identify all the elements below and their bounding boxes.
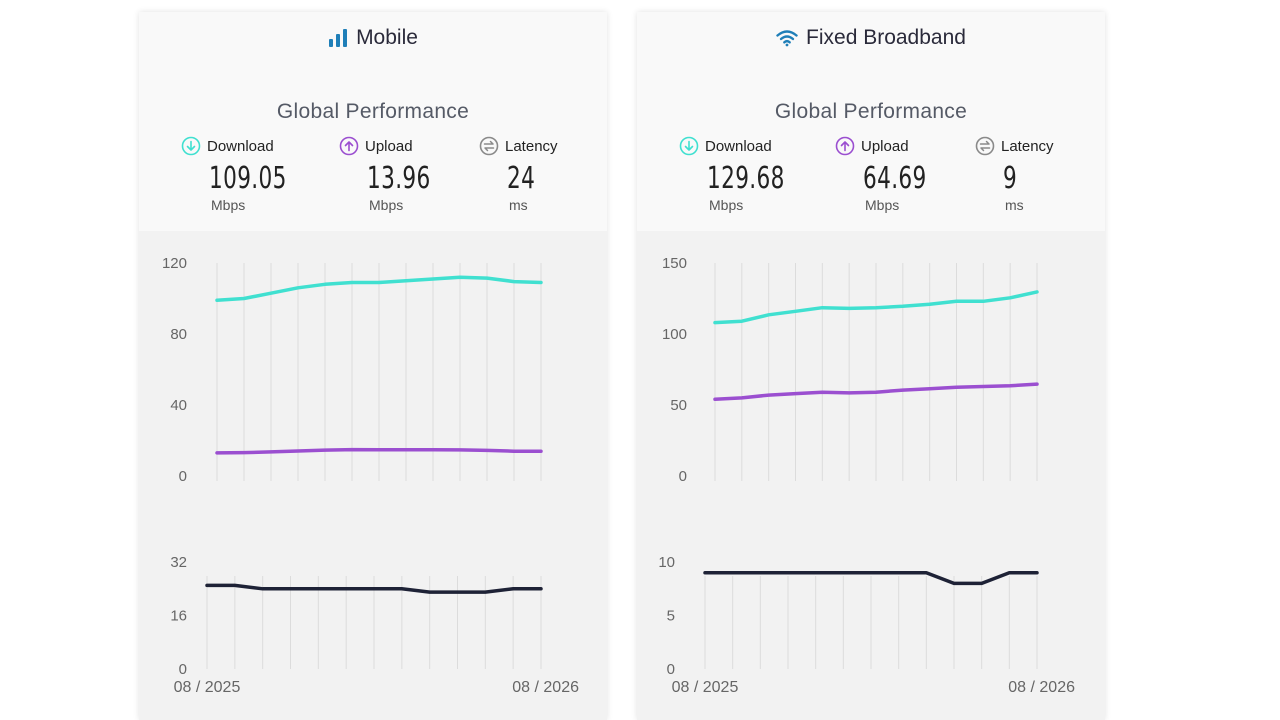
wifi-icon [776, 30, 798, 47]
y-tick-label: 5 [667, 608, 675, 625]
y-tick-label: 0 [179, 468, 187, 485]
latency-series-line [205, 583, 543, 594]
fixed-broadband-panel: Fixed Broadband Global Performance Downl… [637, 12, 1105, 720]
download-unit: Mbps [211, 197, 246, 213]
x-tick-label-start: 08 / 2025 [672, 679, 739, 696]
latency-metric: Latency 24 ms [479, 136, 607, 213]
download-arrow-icon [679, 136, 699, 156]
upload-arrow-icon [339, 136, 359, 156]
upload-arrow-icon [835, 136, 855, 156]
y-tick-label: 0 [179, 661, 187, 678]
download-unit: Mbps [709, 197, 744, 213]
y-tick-label: 16 [170, 608, 187, 625]
latency-label: Latency [505, 137, 558, 155]
panel-title: Fixed Broadband [806, 26, 966, 49]
fixed-broadband-charts: 0 50 100 150 0 5 10 08 / 2025 08 / 2026 [658, 255, 1075, 696]
panel-title: Mobile [356, 26, 418, 49]
y-tick-label: 100 [662, 326, 687, 343]
y-tick-label: 120 [162, 255, 187, 272]
latency-metric: Latency 9 ms [975, 136, 1105, 213]
download-arrow-icon [181, 136, 201, 156]
upload-metric: Upload 64.69 Mbps [835, 136, 975, 213]
download-metric: Download 129.68 Mbps [679, 136, 819, 213]
chart-area: 0 40 80 120 0 16 32 08 / 2025 08 / 2026 [139, 231, 607, 720]
latency-unit: ms [1005, 197, 1024, 213]
upload-label: Upload [861, 137, 909, 155]
x-tick-label-end: 08 / 2026 [1008, 679, 1075, 696]
x-tick-label-end: 08 / 2026 [512, 679, 579, 696]
mobile-panel-header: Mobile [139, 26, 607, 50]
fixed-panel-header: Fixed Broadband [637, 26, 1105, 50]
upload-metric: Upload 13.96 Mbps [339, 136, 479, 213]
y-tick-label: 0 [679, 468, 687, 485]
download-value: 129.68 [707, 161, 785, 196]
upload-value: 13.96 [367, 161, 431, 196]
chart-area: 0 50 100 150 0 5 10 08 / 2025 08 / 2026 [637, 231, 1105, 720]
global-performance-title: Global Performance [276, 100, 470, 123]
download-series-line [713, 290, 1039, 325]
upload-series-line [215, 447, 543, 455]
y-tick-label: 10 [658, 554, 675, 571]
global-performance-title: Global Performance [774, 100, 968, 123]
download-value: 109.05 [209, 161, 287, 196]
latency-value: 24 [507, 161, 536, 196]
mobile-panel: Mobile Global Performance Download 109.0… [139, 12, 607, 720]
mobile-charts: 0 40 80 120 0 16 32 08 / 2025 08 / 2026 [162, 255, 579, 696]
latency-label: Latency [1001, 137, 1054, 155]
latency-value: 9 [1003, 161, 1018, 196]
latency-series-line [703, 570, 1039, 586]
cellular-signal-icon [329, 29, 348, 47]
latency-exchange-icon [479, 136, 499, 156]
download-label: Download [207, 137, 274, 155]
upload-label: Upload [365, 137, 413, 155]
download-label: Download [705, 137, 772, 155]
y-tick-label: 40 [170, 397, 187, 414]
latency-unit: ms [509, 197, 528, 213]
y-tick-label: 150 [662, 255, 687, 272]
y-tick-label: 50 [670, 397, 687, 414]
download-metric: Download 109.05 Mbps [181, 136, 321, 213]
upload-unit: Mbps [865, 197, 900, 213]
y-tick-label: 32 [170, 554, 187, 571]
y-tick-label: 0 [667, 661, 675, 678]
x-tick-label-start: 08 / 2025 [174, 679, 241, 696]
latency-exchange-icon [975, 136, 995, 156]
download-series-line [215, 275, 543, 303]
y-tick-label: 80 [170, 326, 187, 343]
upload-series-line [713, 382, 1039, 402]
upload-value: 64.69 [863, 161, 927, 196]
upload-unit: Mbps [369, 197, 404, 213]
